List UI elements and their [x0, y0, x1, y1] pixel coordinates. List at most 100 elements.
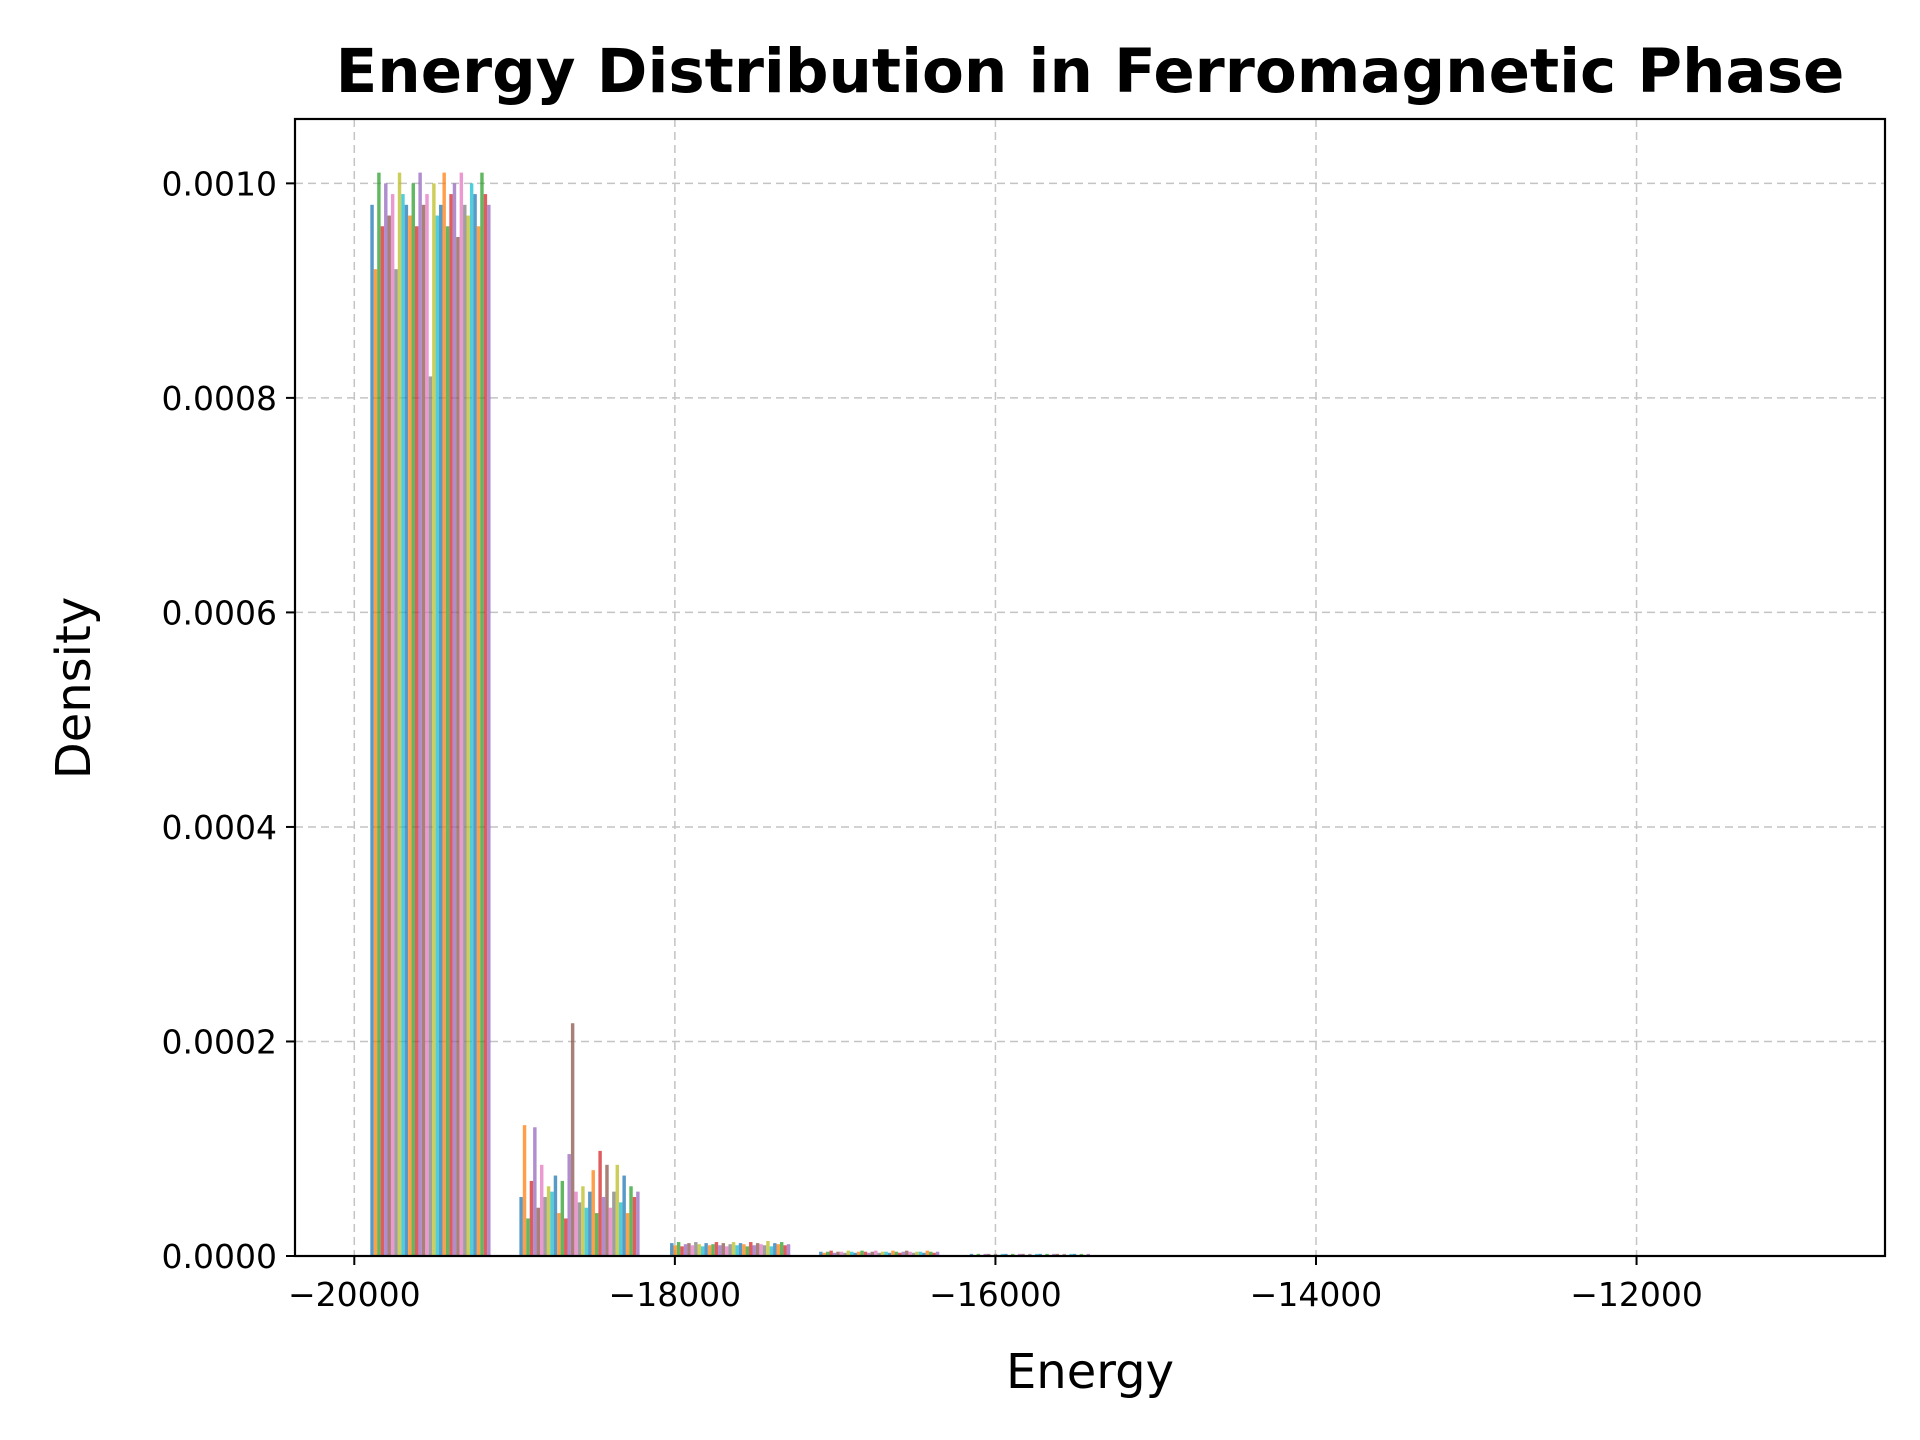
chart-title: Energy Distribution in Ferromagnetic Pha… [336, 36, 1845, 107]
histogram-bar [543, 1197, 547, 1256]
histogram-bar [867, 1252, 871, 1256]
histogram-bar [540, 1164, 544, 1256]
histogram-bar [755, 1243, 760, 1256]
histogram-bar [591, 1170, 595, 1256]
histogram-bar [870, 1251, 875, 1256]
histogram-bar [711, 1244, 715, 1256]
histogram-bar [567, 1154, 571, 1256]
histogram-bar [721, 1243, 726, 1256]
histogram-bar [411, 183, 415, 1256]
histogram-bar [783, 1245, 787, 1256]
histogram-bar [469, 183, 474, 1256]
histogram-bar [714, 1242, 719, 1256]
histogram-bar [839, 1251, 844, 1256]
y-tick-label: 0.0002 [162, 1022, 277, 1061]
histogram-bar [601, 1197, 606, 1256]
histogram-bar [522, 1125, 527, 1256]
histogram-bar [384, 183, 388, 1256]
histogram-bar [473, 194, 477, 1256]
histogram-bar [546, 1186, 551, 1256]
histogram-bar [908, 1251, 912, 1256]
x-tick-label: −14000 [1250, 1275, 1383, 1314]
histogram-bar [449, 194, 453, 1256]
histogram-bar [618, 1202, 623, 1256]
histogram-bar [676, 1242, 681, 1256]
histogram-bar [836, 1251, 840, 1256]
histogram-bar [922, 1252, 926, 1256]
histogram-bar [759, 1244, 763, 1256]
histogram-bar [786, 1244, 791, 1256]
histogram-bar [904, 1250, 909, 1256]
histogram-bar [891, 1250, 895, 1256]
histogram-bar [911, 1252, 916, 1256]
histogram-bar [673, 1245, 677, 1256]
histogram-bar [779, 1242, 784, 1256]
histogram-bar [929, 1251, 933, 1256]
histogram-bar [557, 1213, 561, 1256]
histogram-bar [629, 1186, 633, 1256]
histogram-bar [863, 1251, 868, 1256]
histogram-bar [581, 1186, 585, 1256]
histogram-bar [425, 194, 429, 1256]
histogram-bar [439, 204, 443, 1257]
histogram-bar [373, 269, 378, 1256]
histogram-bar [487, 204, 491, 1257]
histogram-bar [822, 1252, 826, 1256]
histogram-bar [773, 1243, 777, 1256]
histogram-bar [874, 1250, 878, 1256]
histogram-bar [632, 1197, 637, 1256]
histogram-bar [370, 204, 374, 1257]
histogram-bar [829, 1250, 833, 1256]
x-tick-label: −16000 [929, 1275, 1062, 1314]
histogram-bar [832, 1252, 837, 1256]
histogram-bar [598, 1150, 602, 1256]
x-axis-ticks: −20000 −18000 −16000 −14000 −12000 [288, 1256, 1703, 1314]
x-axis-title: Energy [1006, 1344, 1174, 1400]
histogram-bar [594, 1213, 599, 1256]
histogram-bar [700, 1246, 705, 1256]
y-tick-label: 0.0000 [162, 1237, 277, 1276]
histogram-bar [850, 1251, 854, 1256]
histogram-bar [752, 1245, 756, 1256]
histogram-bar [608, 1207, 613, 1256]
y-tick-label: 0.0004 [162, 808, 277, 847]
histogram-bar [428, 376, 433, 1256]
histogram-bar [918, 1251, 923, 1256]
histogram-bar [901, 1251, 905, 1256]
histogram-bar [925, 1250, 930, 1256]
histogram-bar [394, 269, 398, 1256]
histogram-bar [738, 1243, 743, 1256]
y-tick-label: 0.0006 [162, 593, 277, 632]
histogram-bar [605, 1164, 609, 1256]
histogram-bar [519, 1197, 523, 1256]
histogram-bar [880, 1251, 885, 1256]
histogram-bar [380, 226, 385, 1256]
histogram-bar [550, 1191, 554, 1256]
histogram-bar [445, 226, 450, 1256]
histogram-bar [536, 1207, 541, 1256]
histogram-bar [766, 1240, 770, 1256]
histogram-bar [435, 215, 440, 1257]
histogram-bar [725, 1246, 729, 1256]
histogram-bar [915, 1251, 919, 1256]
histogram-bar [860, 1250, 864, 1256]
histogram-bar [401, 194, 405, 1256]
histogram-bar [564, 1218, 568, 1256]
histogram-bar [483, 194, 488, 1256]
histogram-bar [697, 1244, 701, 1256]
histogram-bar [749, 1242, 753, 1256]
histogram-bar [636, 1191, 640, 1256]
x-tick-label: −18000 [609, 1275, 742, 1314]
histogram-bar [776, 1244, 780, 1256]
histogram-bars [370, 172, 1090, 1257]
histogram-bar [533, 1127, 537, 1256]
histogram-bar [615, 1164, 619, 1256]
histogram-bar [884, 1251, 888, 1256]
histogram-bar [476, 226, 481, 1256]
histogram-bar [843, 1252, 847, 1256]
histogram-bar [680, 1246, 684, 1256]
x-tick-label: −20000 [288, 1275, 421, 1314]
histogram-bar [745, 1246, 750, 1256]
histogram-bar [560, 1180, 565, 1256]
